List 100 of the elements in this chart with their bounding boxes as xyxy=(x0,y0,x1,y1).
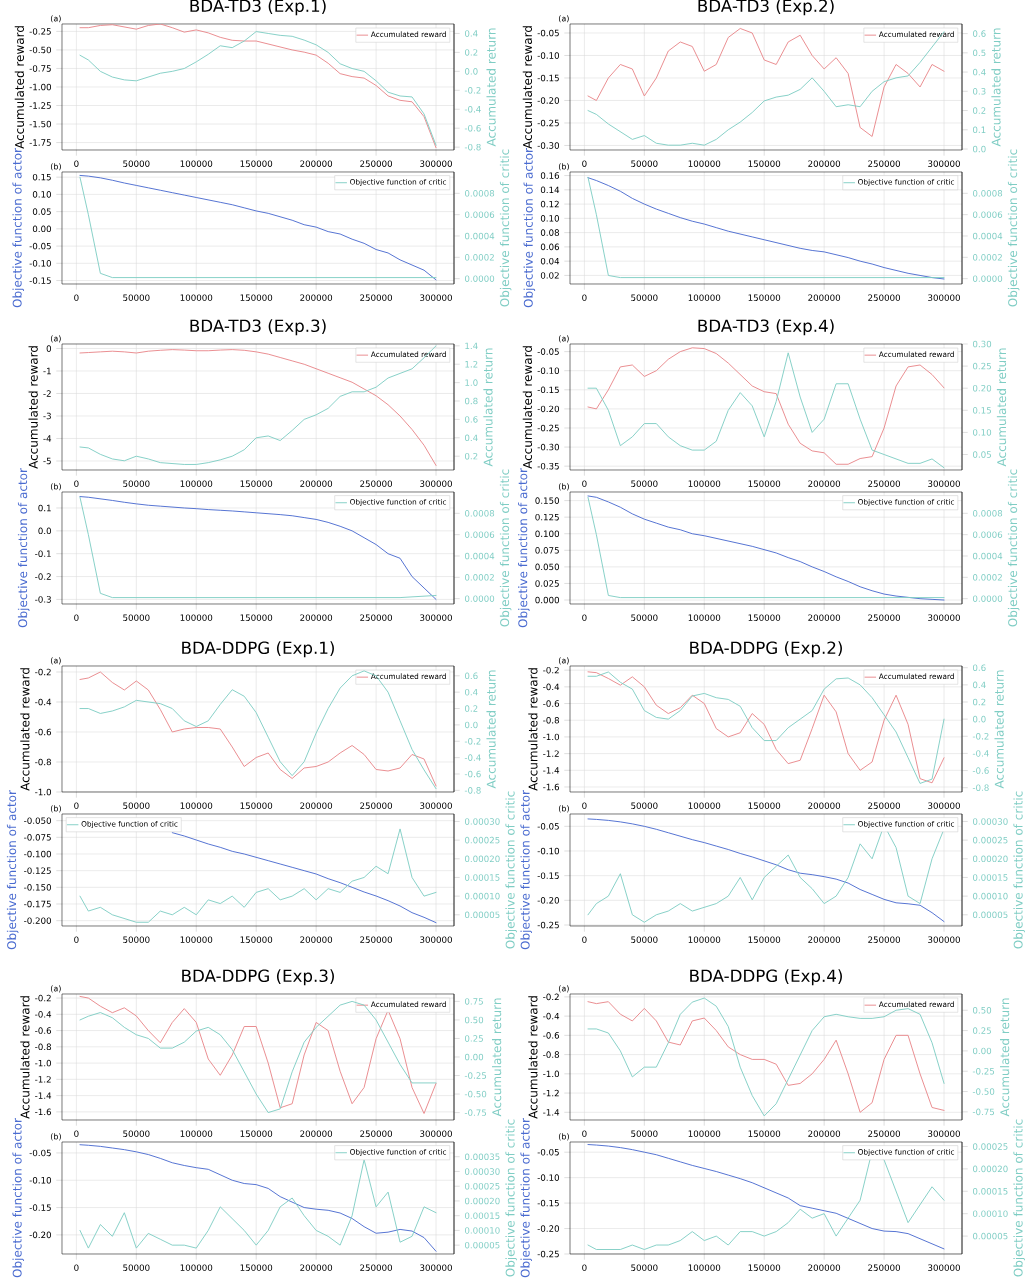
x-tick-label: 50000 xyxy=(123,614,150,621)
y-tick-label: -0.20 xyxy=(537,897,560,904)
x-tick-label: 50000 xyxy=(631,160,658,167)
x-tick-label: 50000 xyxy=(123,802,150,809)
y2-tick-label: 0.0008 xyxy=(464,510,495,517)
y-tick-label: 0.0 xyxy=(38,527,52,535)
y-tick-label: -0.3 xyxy=(35,596,51,603)
x-tick-label: 150000 xyxy=(240,160,273,167)
y2-tick-label: -0.6 xyxy=(464,124,481,132)
x-tick-label: 150000 xyxy=(748,480,781,487)
y2-axis-title: Objective function of critic xyxy=(505,791,517,949)
x-tick-label: 300000 xyxy=(928,614,960,621)
x-tick-label: 100000 xyxy=(180,1130,213,1137)
y2-tick-label: 0.00005 xyxy=(972,1232,1008,1240)
y2-tick-label: 0.25 xyxy=(972,1027,991,1034)
chart-title: BDA-TD3 (Exp.3) xyxy=(190,319,326,336)
y-tick-label: -5 xyxy=(43,457,51,465)
x-tick-label: 0 xyxy=(582,480,587,487)
x-tick-label: 250000 xyxy=(360,936,393,943)
y-axis-title: Accumulated reward xyxy=(20,668,30,791)
x-tick-label: 200000 xyxy=(300,294,333,301)
y-tick-label: -0.4 xyxy=(543,1012,560,1020)
y-axis-title: Accumulated reward xyxy=(522,26,533,149)
x-tick-label: 0 xyxy=(74,802,79,809)
y-tick-label: -0.4 xyxy=(35,1011,52,1018)
y2-tick-label: -0.4 xyxy=(464,754,481,761)
x-tick-label: 150000 xyxy=(748,160,781,167)
y-tick-label: -1.50 xyxy=(29,120,52,128)
x-tick-label: 200000 xyxy=(300,1264,333,1271)
y2-tick-label: 0.0000 xyxy=(972,595,1003,602)
text: (b) xyxy=(558,1133,569,1141)
x-tick-label: 250000 xyxy=(360,614,393,621)
y-tick-label: -0.20 xyxy=(537,1225,560,1232)
y2-tick-label: 1.0 xyxy=(465,379,478,386)
y-tick-label: -1.25 xyxy=(29,102,51,109)
y2-axis-title: Accumulated return xyxy=(991,28,1001,147)
y2-tick-label: 0.00015 xyxy=(464,1212,500,1219)
y2-tick-label: -0.4 xyxy=(464,105,481,113)
y2-axis-title: Objective function of critic xyxy=(499,149,512,307)
y2-axis-title: Accumulated return xyxy=(483,348,493,467)
y-tick-label: -1.75 xyxy=(29,139,51,146)
y-axis-title: Objective function of actor xyxy=(518,468,530,628)
x-tick-label: 50000 xyxy=(123,480,150,487)
x-tick-label: 250000 xyxy=(868,294,901,301)
y2-tick-label: 0.4 xyxy=(464,30,478,37)
y2-tick-label: 0.0002 xyxy=(464,254,494,261)
y2-axis-title: Objective function of critic xyxy=(505,1119,518,1277)
y-tick-label: -0.4 xyxy=(543,683,560,691)
x-tick-label: 50000 xyxy=(631,480,658,487)
y-tick-label: -0.05 xyxy=(29,242,51,250)
y2-axis-title: Accumulated return xyxy=(486,670,496,789)
y2-tick-label: -0.75 xyxy=(464,1109,487,1116)
y-tick-label: -1.0 xyxy=(543,733,560,741)
x-tick-label: 50000 xyxy=(123,936,150,943)
y-tick-label: -0.20 xyxy=(29,1231,52,1239)
y2-tick-label: 0.00010 xyxy=(972,892,1008,900)
text: (b) xyxy=(50,805,61,813)
y2-tick-label: 0.00025 xyxy=(972,836,1008,844)
x-tick-label: 250000 xyxy=(360,802,393,809)
y2-tick-label: 0.2 xyxy=(464,452,478,460)
x-tick-label: 250000 xyxy=(868,160,901,167)
x-tick-label: 300000 xyxy=(928,936,960,943)
x-tick-label: 150000 xyxy=(748,802,781,809)
y-tick-label: -0.15 xyxy=(29,277,51,284)
y-tick-label: -0.25 xyxy=(537,119,559,127)
chart-title: BDA-DDPG (Exp.3) xyxy=(182,969,334,986)
y-axis-title: Accumulated reward xyxy=(14,26,25,149)
y2-tick-label: 0.00020 xyxy=(464,1197,500,1205)
y2-tick-label: 0.0 xyxy=(464,68,478,75)
y2-tick-label: 0.6 xyxy=(972,664,986,671)
y-tick-label: 0.050 xyxy=(535,563,560,571)
y2-tick-label: -0.50 xyxy=(464,1090,487,1098)
y-tick-label: -0.10 xyxy=(537,367,560,374)
y-tick-label: 0.05 xyxy=(32,208,51,215)
y-axis-title: Objective function of actor xyxy=(520,1118,533,1278)
x-tick-label: 300000 xyxy=(420,294,452,301)
x-tick-label: 100000 xyxy=(688,160,721,167)
y2-tick-label: 0.0002 xyxy=(972,254,1002,261)
y2-axis-title: Accumulated return xyxy=(999,998,1010,1117)
y-tick-label: -0.05 xyxy=(537,348,559,355)
y-tick-label: 0.00 xyxy=(32,225,52,233)
y-tick-label: -1.0 xyxy=(543,1070,560,1078)
x-tick-label: 300000 xyxy=(928,1264,960,1271)
text: (b) xyxy=(50,483,61,491)
x-tick-label: 300000 xyxy=(928,160,960,167)
x-tick-label: 50000 xyxy=(631,802,658,809)
x-tick-label: 100000 xyxy=(688,802,721,809)
y2-axis-title: Objective function of critic xyxy=(1013,791,1026,949)
y2-tick-label: 0.10 xyxy=(972,429,992,436)
y2-tick-label: 0.4 xyxy=(464,434,478,442)
x-tick-label: 50000 xyxy=(631,614,658,621)
y2-tick-label: 1.2 xyxy=(465,361,478,368)
y-axis-title: Objective function of actor xyxy=(17,468,30,628)
y-tick-label: -1.0 xyxy=(35,788,52,796)
y-tick-label: -0.8 xyxy=(35,758,51,766)
x-tick-label: 150000 xyxy=(240,294,273,301)
y2-tick-label: 0.5 xyxy=(972,49,986,57)
text: (b) xyxy=(558,805,569,813)
y-tick-label: 0.025 xyxy=(535,580,559,587)
y2-tick-label: -0.6 xyxy=(972,767,989,774)
